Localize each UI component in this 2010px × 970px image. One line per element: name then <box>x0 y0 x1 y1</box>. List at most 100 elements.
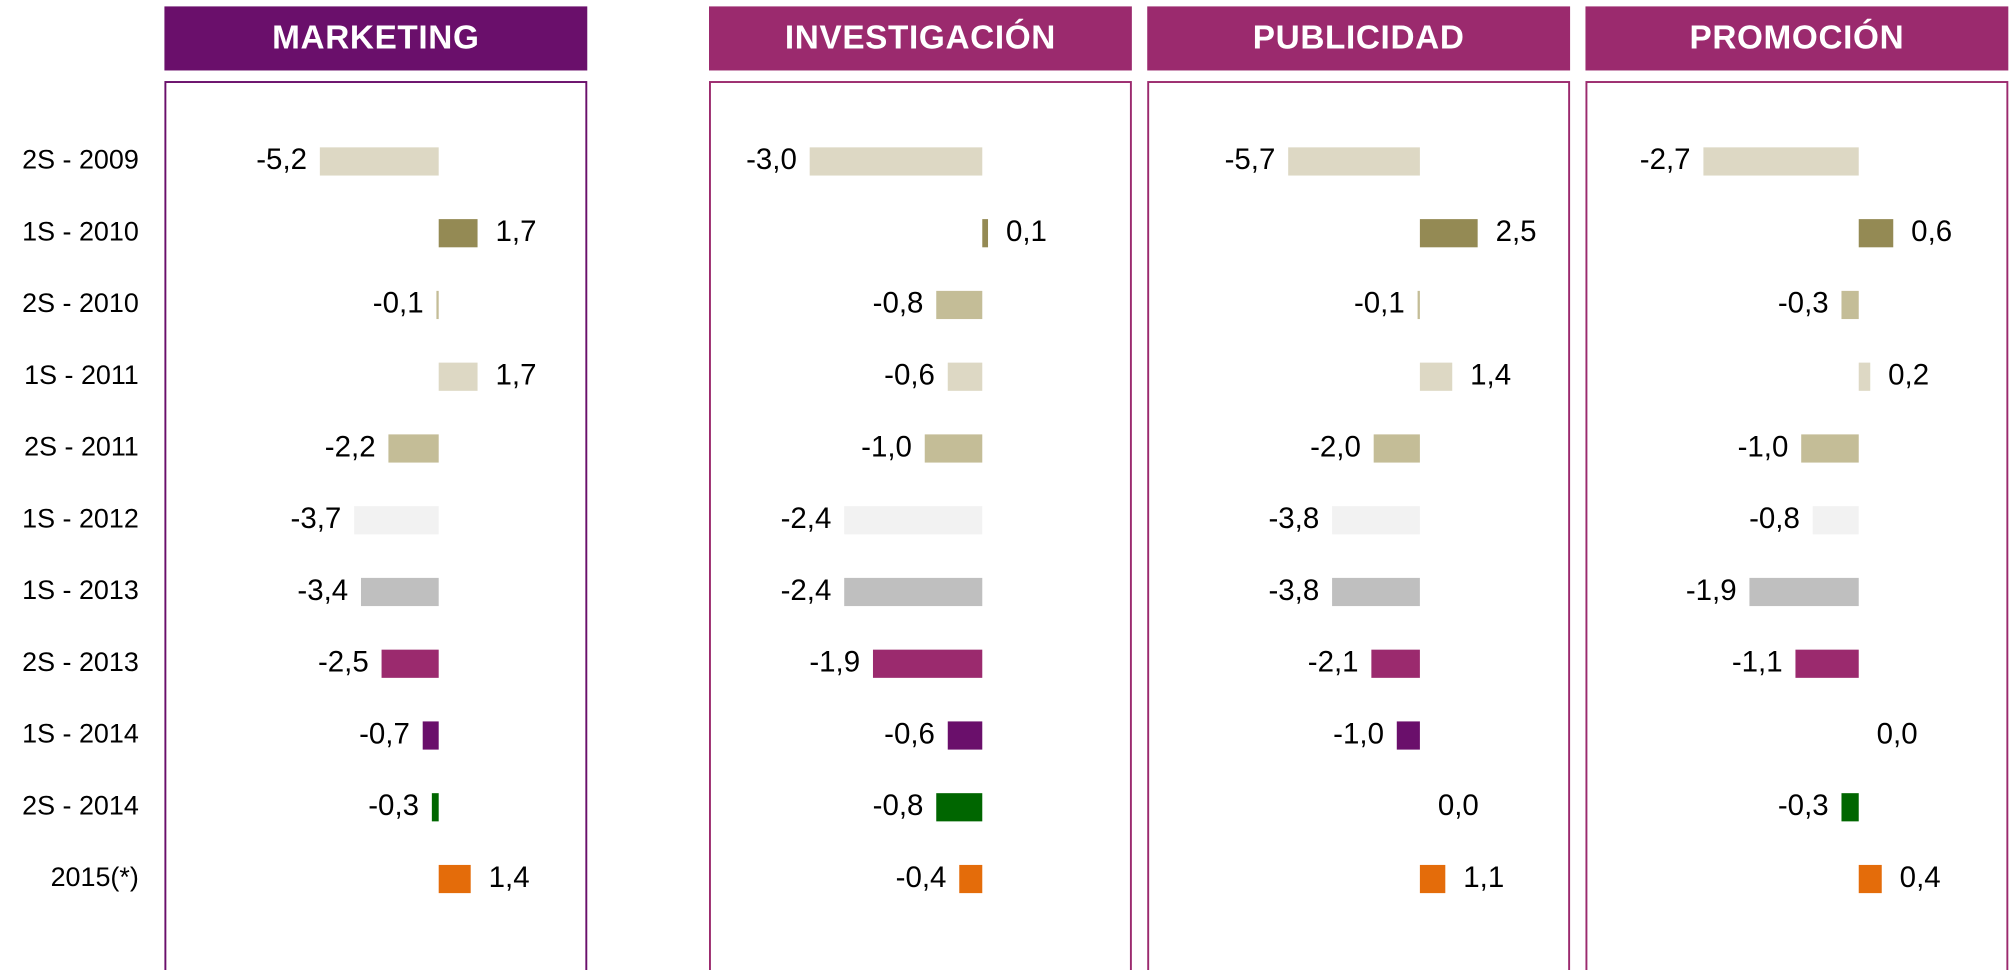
value-label: -2,1 <box>1308 646 1359 679</box>
bar <box>936 793 983 822</box>
value-label: -0,6 <box>884 359 935 392</box>
value-label: 0,2 <box>1888 359 1929 392</box>
value-label: 1,7 <box>495 359 536 392</box>
bar <box>1801 434 1859 463</box>
panel-title: PUBLICIDAD <box>1253 20 1465 57</box>
panel-title: INVESTIGACIÓN <box>785 19 1056 57</box>
category-label: 2S - 2009 <box>22 145 139 175</box>
category-label: 1S - 2013 <box>22 575 139 605</box>
panel-header <box>1585 6 2009 71</box>
value-label: -0,7 <box>359 717 410 750</box>
category-label: 2S - 2011 <box>24 432 139 462</box>
bar <box>1841 290 1859 320</box>
bar <box>1795 649 1859 678</box>
category-label: 1S - 2014 <box>22 719 139 749</box>
panel-header <box>164 6 588 71</box>
bar <box>1332 506 1420 535</box>
bar <box>319 147 439 176</box>
value-label: 1,7 <box>495 215 536 248</box>
panel-header <box>1147 6 1571 71</box>
bar <box>438 219 478 248</box>
value-label: -0,1 <box>373 287 424 320</box>
bar <box>947 362 983 391</box>
category-label: 2S - 2010 <box>22 288 139 318</box>
value-label: -2,0 <box>1310 430 1361 463</box>
bar <box>844 577 983 607</box>
value-label: -1,0 <box>1333 717 1384 750</box>
bar <box>1332 577 1420 607</box>
bar <box>844 506 983 535</box>
value-label: -1,9 <box>1686 574 1737 607</box>
bar <box>1419 362 1453 391</box>
value-label: 0,4 <box>1900 861 1941 894</box>
value-label: 1,4 <box>1470 359 1511 392</box>
value-label: -1,0 <box>861 430 912 463</box>
value-label: -5,7 <box>1225 143 1276 176</box>
bar <box>354 506 439 535</box>
bar <box>936 290 983 320</box>
bar <box>436 290 439 320</box>
value-label: 1,4 <box>489 861 530 894</box>
value-label: 0,6 <box>1911 215 1952 248</box>
bar <box>1812 506 1859 535</box>
bar <box>809 147 983 176</box>
category-label: 2S - 2014 <box>22 790 139 820</box>
value-label: -0,4 <box>896 861 947 894</box>
value-label: 1,1 <box>1463 861 1504 894</box>
panel-frame <box>709 81 1132 970</box>
value-label: -2,5 <box>318 646 369 679</box>
panel-frame <box>1147 81 1571 970</box>
panel-frame <box>1585 81 2009 970</box>
category-label: 1S - 2012 <box>22 503 139 533</box>
value-label: -3,7 <box>291 502 342 535</box>
value-label: -2,7 <box>1640 143 1691 176</box>
category-label: 2S - 2013 <box>22 647 139 677</box>
bar <box>360 577 439 607</box>
bar <box>422 721 439 750</box>
bar <box>1858 864 1882 894</box>
bar <box>1749 577 1859 607</box>
panel-frame <box>164 81 588 970</box>
bar <box>959 864 983 894</box>
value-label: -3,8 <box>1268 574 1319 607</box>
value-label: -2,2 <box>325 430 376 463</box>
bar <box>1288 147 1420 176</box>
value-label: -0,1 <box>1354 287 1405 320</box>
bar <box>438 362 478 391</box>
panel-header <box>709 6 1132 71</box>
value-label: -3,0 <box>746 143 797 176</box>
value-label: -5,2 <box>256 143 307 176</box>
value-label: -0,3 <box>1778 287 1829 320</box>
bar <box>1373 434 1420 463</box>
bar <box>1419 219 1478 248</box>
value-label: 0,0 <box>1877 717 1918 750</box>
value-label: -0,3 <box>1778 789 1829 822</box>
panel-title: PROMOCIÓN <box>1689 19 1904 57</box>
bar <box>381 649 439 678</box>
value-label: -0,8 <box>873 287 924 320</box>
bar <box>982 219 989 248</box>
bar <box>1703 147 1859 176</box>
bar <box>1371 649 1420 678</box>
value-label: 2,5 <box>1496 215 1537 248</box>
value-label: -0,6 <box>884 717 935 750</box>
bar <box>872 649 983 678</box>
bar <box>1858 219 1894 248</box>
bar <box>1858 362 1871 391</box>
bar <box>431 793 439 822</box>
value-label: -1,9 <box>809 646 860 679</box>
value-label: -2,4 <box>781 502 832 535</box>
value-label: -3,8 <box>1268 502 1319 535</box>
panel-title: MARKETING <box>272 20 479 57</box>
bar <box>388 434 439 463</box>
bar <box>924 434 983 463</box>
category-label: 1S - 2010 <box>22 216 139 246</box>
value-label: -0,8 <box>1749 502 1800 535</box>
category-label: 1S - 2011 <box>24 360 139 390</box>
bar <box>947 721 983 750</box>
bar <box>1419 864 1446 894</box>
value-label: -0,8 <box>873 789 924 822</box>
value-label: -0,3 <box>368 789 419 822</box>
value-label: -2,4 <box>781 574 832 607</box>
